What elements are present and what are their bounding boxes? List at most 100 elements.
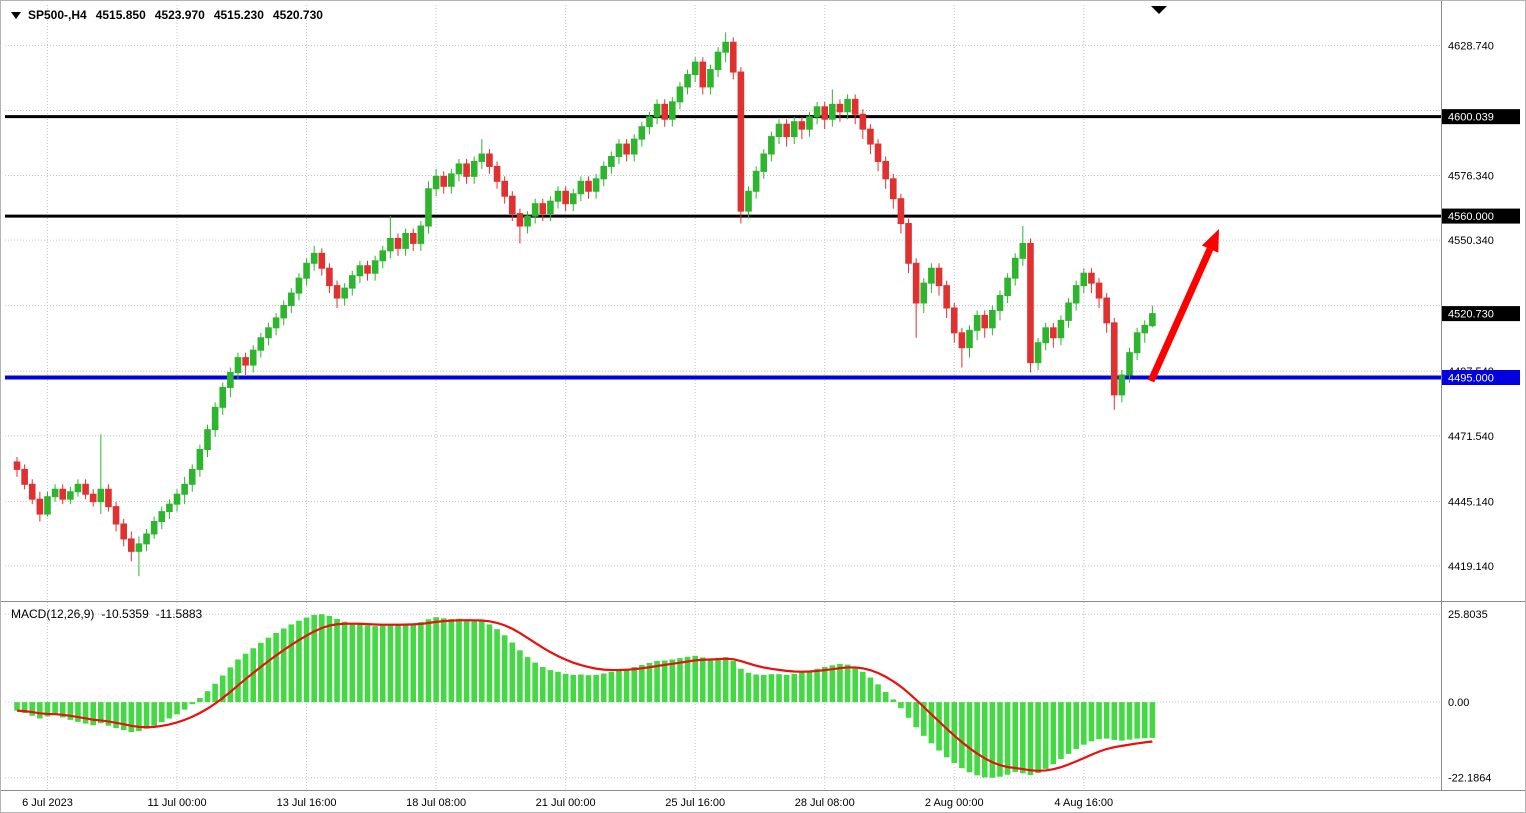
- bull-candle: [600, 165, 608, 180]
- price-badge-label: 4520.730: [1448, 309, 1494, 321]
- macd-bar: [562, 673, 569, 703]
- bear-candle: [509, 195, 516, 215]
- bull-candle: [844, 98, 851, 113]
- macd-main-value: -10.5359: [101, 607, 149, 621]
- macd-bar: [570, 674, 577, 703]
- time-axis: 6 Jul 2023 11 Jul 00:00 13 Jul 16:00 18 Jul…: [22, 797, 1113, 809]
- macd-bar: [928, 702, 935, 744]
- macd-bar: [730, 660, 737, 703]
- quote-high: 4523.970: [154, 8, 205, 22]
- macd-bar: [1141, 702, 1148, 739]
- vertical-gridlines: [46, 5, 1085, 790]
- bear-candle: [737, 71, 745, 212]
- macd-bar: [593, 674, 599, 703]
- macd-bar: [608, 671, 615, 703]
- macd-signal-line: [16, 619, 1153, 772]
- macd-indicator-label: MACD(12,26,9) -10.5359 -11.5883: [11, 607, 202, 621]
- quote-low: 4515.230: [213, 8, 264, 22]
- macd-bar: [555, 671, 561, 703]
- bull-candle: [1072, 285, 1080, 304]
- bull-candle: [989, 309, 996, 329]
- macd-bar: [875, 684, 881, 703]
- macd-bar: [52, 702, 58, 716]
- macd-bar: [677, 658, 683, 703]
- macd-bar: [120, 702, 127, 731]
- bull-candle: [348, 275, 356, 289]
- bull-candle: [1141, 324, 1149, 334]
- bull-candle: [280, 304, 287, 319]
- bear-candle: [242, 357, 249, 366]
- bear-candle: [859, 113, 867, 130]
- macd-bar: [204, 691, 211, 703]
- chart-shift-marker-icon[interactable]: [1151, 6, 1167, 14]
- bull-candle: [1004, 277, 1011, 297]
- macd-bar: [227, 667, 234, 703]
- price-badge: [1442, 306, 1520, 322]
- bull-candle: [371, 260, 379, 274]
- macd-bar: [136, 702, 142, 732]
- macd-bar: [821, 667, 828, 703]
- macd-bar: [1111, 702, 1118, 740]
- macd-bar: [456, 618, 462, 703]
- bull-candle: [1011, 257, 1019, 279]
- bull-candle: [554, 190, 562, 202]
- macd-bar: [661, 660, 668, 703]
- macd-bar: [700, 657, 706, 703]
- bull-candle: [973, 314, 981, 331]
- bull-candle: [188, 468, 196, 485]
- macd-bar: [372, 626, 378, 703]
- bear-candle: [729, 41, 737, 73]
- price-axis-label: 4471.540: [1448, 431, 1494, 443]
- bear-candle: [821, 106, 829, 120]
- symbol-collapse-icon[interactable]: [11, 11, 21, 19]
- price-axis-label: 4445.140: [1448, 496, 1494, 508]
- macd-bar: [501, 635, 508, 703]
- bull-candle: [806, 116, 813, 130]
- bear-candle: [13, 461, 21, 470]
- symbol-timeframe-label: SP500-,H4: [28, 8, 87, 22]
- price-badge-label: 4560.000: [1448, 211, 1494, 223]
- macd-bar: [890, 699, 897, 703]
- macd-bar: [753, 674, 759, 703]
- macd-bar: [433, 617, 439, 703]
- macd-bar: [783, 674, 790, 703]
- bull-candle: [303, 262, 310, 279]
- macd-bar: [616, 669, 622, 703]
- bear-candle: [89, 493, 97, 503]
- bull-candle: [166, 503, 173, 513]
- bear-candle: [585, 180, 592, 192]
- macd-bar: [1042, 702, 1049, 769]
- macd-bar: [1081, 702, 1087, 745]
- bull-candle: [752, 170, 760, 192]
- macd-bar: [1119, 702, 1125, 741]
- macd-bar: [463, 619, 470, 703]
- macd-bar: [113, 702, 119, 729]
- bull-candle: [966, 329, 973, 349]
- macd-axis-label: -22.1864: [1448, 773, 1491, 785]
- bull-candle: [1133, 332, 1141, 354]
- macd-bar: [265, 637, 272, 703]
- macd-signal-value: -11.5883: [155, 607, 203, 621]
- macd-bar: [273, 632, 279, 703]
- macd-bar: [814, 668, 820, 703]
- macd-bar: [98, 702, 104, 724]
- bull-candle: [181, 483, 188, 495]
- macd-bar: [288, 624, 295, 703]
- trend-arrow[interactable]: [1147, 229, 1219, 383]
- macd-bar: [311, 614, 317, 703]
- bull-candle: [569, 193, 577, 205]
- macd-bar: [981, 702, 988, 778]
- bear-candle: [82, 483, 89, 495]
- macd-bar: [212, 683, 218, 703]
- bear-candle: [516, 213, 524, 227]
- bull-candle: [249, 349, 257, 366]
- macd-bar: [158, 702, 165, 723]
- bull-candle: [615, 143, 623, 157]
- bull-candle: [524, 215, 531, 227]
- bull-candle: [790, 121, 798, 138]
- bull-candle: [1126, 352, 1133, 376]
- macd-bar: [532, 662, 538, 703]
- price-axis-label: 4419.140: [1448, 561, 1494, 573]
- bull-candle: [204, 429, 211, 451]
